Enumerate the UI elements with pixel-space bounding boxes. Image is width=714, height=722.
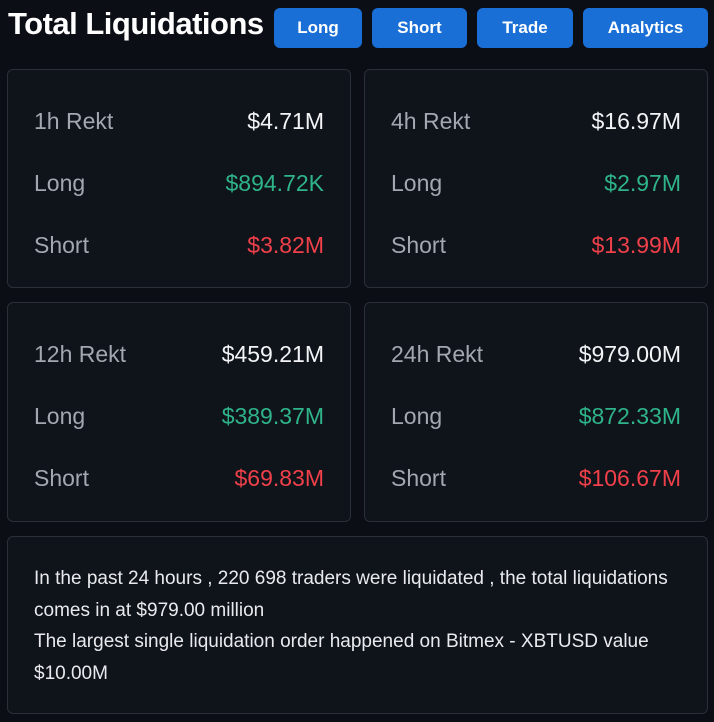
short-value: $3.82M xyxy=(247,231,324,258)
long-button[interactable]: Long xyxy=(274,8,362,48)
summary-line-total: In the past 24 hours , 220 698 traders w… xyxy=(34,568,668,621)
header: Total Liquidations Long Short Trade Anal… xyxy=(0,0,714,56)
short-value: $69.83M xyxy=(234,464,324,491)
short-row: Short $69.83M xyxy=(34,463,324,493)
total-row: 4h Rekt $16.97M xyxy=(391,106,681,136)
total-value: $979.00M xyxy=(578,340,681,367)
long-value: $894.72K xyxy=(225,169,324,196)
total-row: 24h Rekt $979.00M xyxy=(391,339,681,369)
short-label: Short xyxy=(391,464,446,491)
long-value: $2.97M xyxy=(604,169,681,196)
total-value: $4.71M xyxy=(247,107,324,134)
trade-button[interactable]: Trade xyxy=(477,8,573,48)
long-label: Long xyxy=(391,169,443,196)
short-row: Short $3.82M xyxy=(34,230,324,260)
total-value: $459.21M xyxy=(221,340,324,367)
long-row: Long $872.33M xyxy=(391,401,681,431)
short-row: Short $106.67M xyxy=(391,463,681,493)
card-1h-rekt: 1h Rekt $4.71M Long $894.72K Short $3.82… xyxy=(7,69,351,288)
short-value: $13.99M xyxy=(591,231,681,258)
summary-line-largest: The largest single liquidation order hap… xyxy=(34,631,649,684)
period-label: 12h Rekt xyxy=(34,340,127,367)
summary-panel: In the past 24 hours , 220 698 traders w… xyxy=(7,536,708,714)
total-value: $16.97M xyxy=(591,107,681,134)
short-value: $106.67M xyxy=(578,464,681,491)
short-button[interactable]: Short xyxy=(372,8,467,48)
period-label: 24h Rekt xyxy=(391,340,484,367)
long-label: Long xyxy=(391,402,443,429)
long-row: Long $894.72K xyxy=(34,168,324,198)
long-row: Long $389.37M xyxy=(34,401,324,431)
analytics-button[interactable]: Analytics xyxy=(583,8,708,48)
long-row: Long $2.97M xyxy=(391,168,681,198)
card-4h-rekt: 4h Rekt $16.97M Long $2.97M Short $13.99… xyxy=(364,69,708,288)
short-label: Short xyxy=(34,464,89,491)
card-12h-rekt: 12h Rekt $459.21M Long $389.37M Short $6… xyxy=(7,302,351,522)
long-label: Long xyxy=(34,169,86,196)
total-row: 1h Rekt $4.71M xyxy=(34,106,324,136)
long-label: Long xyxy=(34,402,86,429)
period-label: 1h Rekt xyxy=(34,107,114,134)
period-label: 4h Rekt xyxy=(391,107,471,134)
page-title: Total Liquidations xyxy=(8,6,264,41)
long-value: $872.33M xyxy=(578,402,681,429)
total-row: 12h Rekt $459.21M xyxy=(34,339,324,369)
short-label: Short xyxy=(391,231,446,258)
short-label: Short xyxy=(34,231,89,258)
card-24h-rekt: 24h Rekt $979.00M Long $872.33M Short $1… xyxy=(364,302,708,522)
long-value: $389.37M xyxy=(221,402,324,429)
short-row: Short $13.99M xyxy=(391,230,681,260)
